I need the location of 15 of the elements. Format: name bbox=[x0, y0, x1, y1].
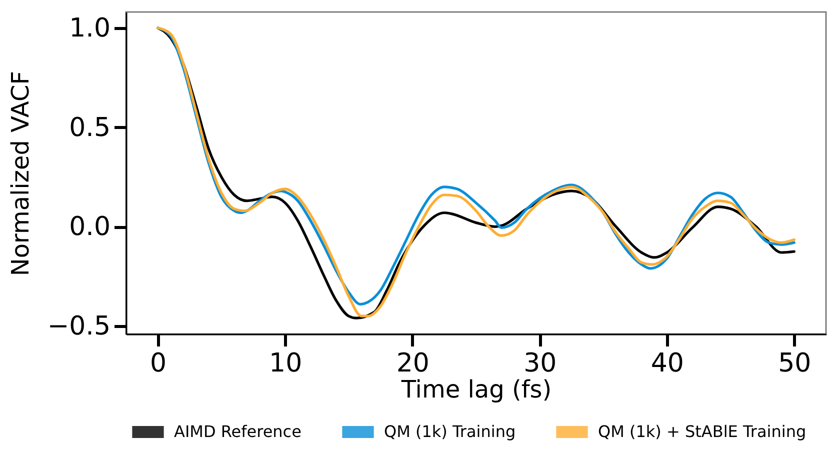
legend-label: QM (1k) + StABlE Training bbox=[598, 422, 806, 441]
y-tick-label: 1.0 bbox=[69, 13, 110, 44]
legend-label: AIMD Reference bbox=[174, 422, 302, 441]
y-axis-title: Normalized VACF bbox=[6, 70, 34, 276]
x-tick-label: 20 bbox=[396, 348, 430, 378]
y-tick-label: 0.0 bbox=[69, 212, 110, 242]
y-tick-label: 0.5 bbox=[69, 112, 110, 143]
x-tick-label: 10 bbox=[269, 348, 302, 378]
x-tick-label: 40 bbox=[650, 348, 684, 378]
legend-label: QM (1k) Training bbox=[384, 422, 516, 441]
x-axis-title: Time lag (fs) bbox=[400, 376, 552, 404]
x-tick-label: 30 bbox=[524, 348, 557, 378]
x-tick-label: 50 bbox=[778, 348, 812, 378]
y-tick-label: −0.5 bbox=[47, 312, 110, 342]
x-tick-label: 0 bbox=[150, 348, 167, 378]
